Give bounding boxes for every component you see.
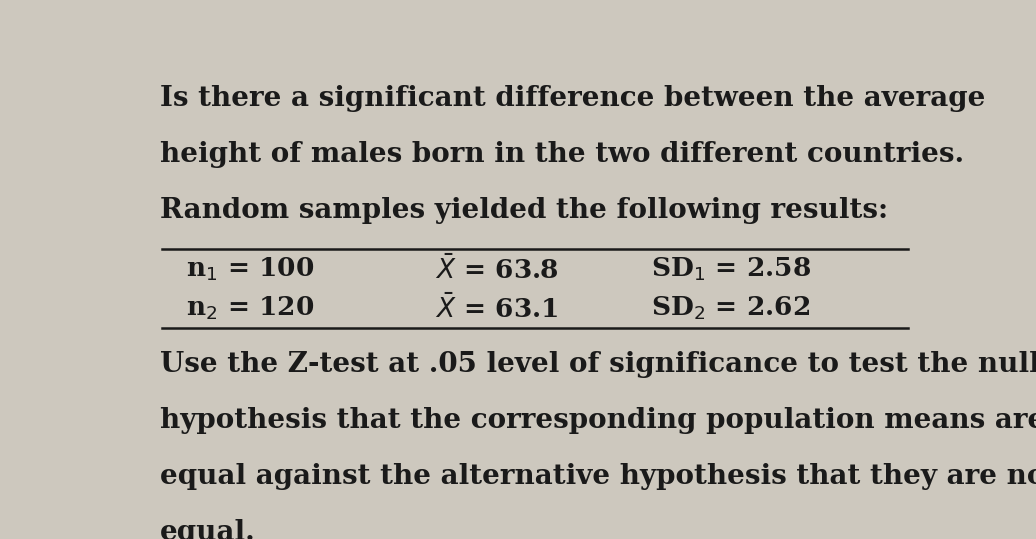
Text: SD$_2$ = 2.62: SD$_2$ = 2.62 (652, 294, 810, 322)
Text: $\bar{X}$ = 63.1: $\bar{X}$ = 63.1 (435, 294, 558, 323)
Text: n$_2$ = 120: n$_2$ = 120 (185, 294, 314, 322)
Text: $\bar{X}$ = 63.8: $\bar{X}$ = 63.8 (435, 254, 558, 284)
Text: Use the Z-test at .05 level of significance to test the null: Use the Z-test at .05 level of significa… (160, 351, 1036, 378)
Text: SD$_1$ = 2.58: SD$_1$ = 2.58 (652, 255, 811, 283)
Text: equal against the alternative hypothesis that they are not: equal against the alternative hypothesis… (160, 463, 1036, 490)
Text: equal.: equal. (160, 519, 256, 539)
Text: n$_1$ = 100: n$_1$ = 100 (185, 255, 314, 283)
Text: Is there a significant difference between the average: Is there a significant difference betwee… (160, 86, 985, 113)
Text: Random samples yielded the following results:: Random samples yielded the following res… (160, 197, 888, 224)
Text: height of males born in the two different countries.: height of males born in the two differen… (160, 141, 965, 169)
Text: hypothesis that the corresponding population means are: hypothesis that the corresponding popula… (160, 407, 1036, 434)
